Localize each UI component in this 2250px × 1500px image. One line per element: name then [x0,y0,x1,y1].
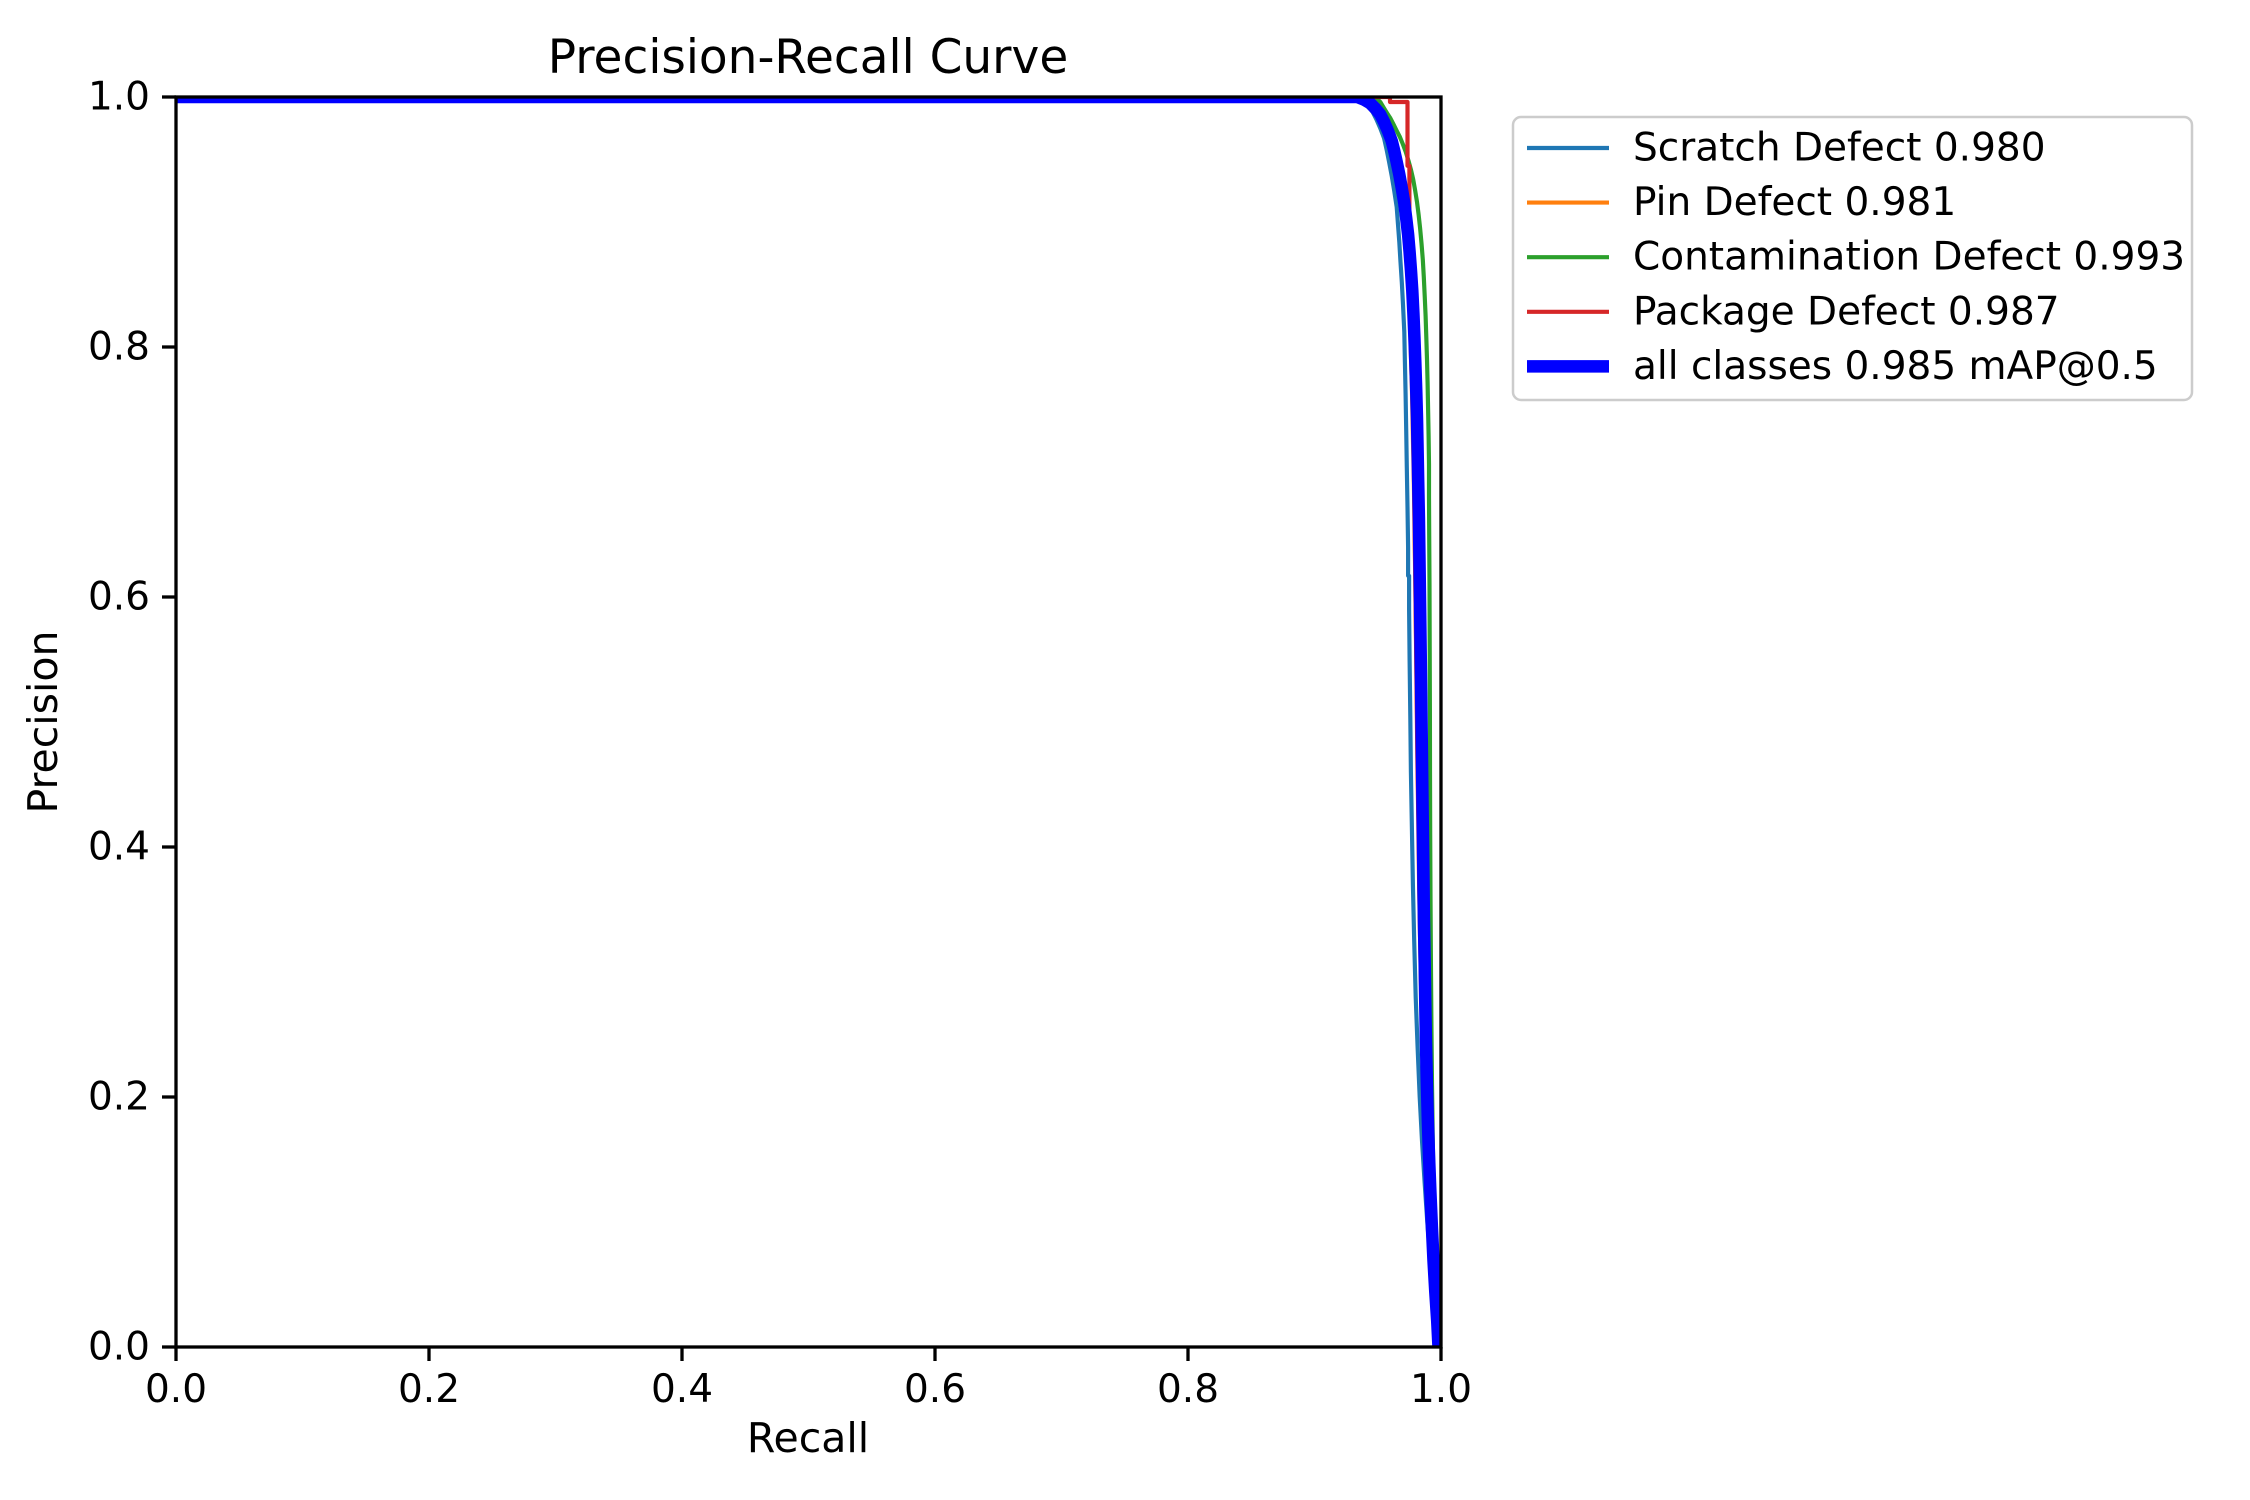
y-tick-label: 0.0 [88,1325,150,1370]
curve-contamination-defect [176,97,1440,1347]
curves [176,97,1441,1347]
x-axis-label: Recall [747,1414,869,1462]
x-tick-label: 0.4 [651,1367,713,1412]
curve-package-defect [176,97,1441,1347]
y-tick-label: 1.0 [88,75,150,120]
legend-item-all-classes: all classes 0.985 mAP@0.5 [1527,344,2158,389]
y-axis-ticks: 0.0 0.2 0.4 0.6 0.8 1.0 [88,75,176,1370]
curve-pin-defect [176,97,1441,1347]
y-tick-label: 0.8 [88,325,150,370]
legend-item-contamination-defect: Contamination Defect 0.993 [1527,235,2185,280]
legend-label: all classes 0.985 mAP@0.5 [1633,344,2158,389]
y-tick-label: 0.4 [88,825,150,870]
legend-item-scratch-defect: Scratch Defect 0.980 [1527,126,2046,171]
y-axis-label: Precision [19,631,67,814]
axes-spines [174,95,1443,1349]
legend-box [1511,115,2194,402]
x-tick-label: 0.6 [904,1367,966,1412]
x-tick-label: 0.2 [398,1367,460,1412]
legend: Scratch Defect 0.980 Pin Defect 0.981 Cont… [1511,115,2194,402]
y-tick-label: 0.6 [88,575,150,620]
x-tick-label: 1.0 [1410,1367,1472,1412]
plot-border [174,95,1443,1349]
y-tick-label: 0.2 [88,1075,150,1120]
legend-item-pin-defect: Pin Defect 0.981 [1527,180,1956,225]
x-axis-ticks: 0.0 0.2 0.4 0.6 0.8 1.0 [145,1347,1472,1412]
x-tick-label: 0.8 [1157,1367,1219,1412]
chart-title: Precision-Recall Curve [548,30,1069,85]
legend-item-package-defect: Package Defect 0.987 [1527,289,2060,334]
x-tick-label: 0.0 [145,1367,207,1412]
legend-label: Package Defect 0.987 [1633,289,2060,334]
curve-scratch-defect [176,97,1440,1347]
curve-all-classes [176,97,1441,1347]
legend-label: Scratch Defect 0.980 [1633,126,2046,171]
legend-label: Pin Defect 0.981 [1633,180,1956,225]
legend-label: Contamination Defect 0.993 [1633,235,2185,280]
